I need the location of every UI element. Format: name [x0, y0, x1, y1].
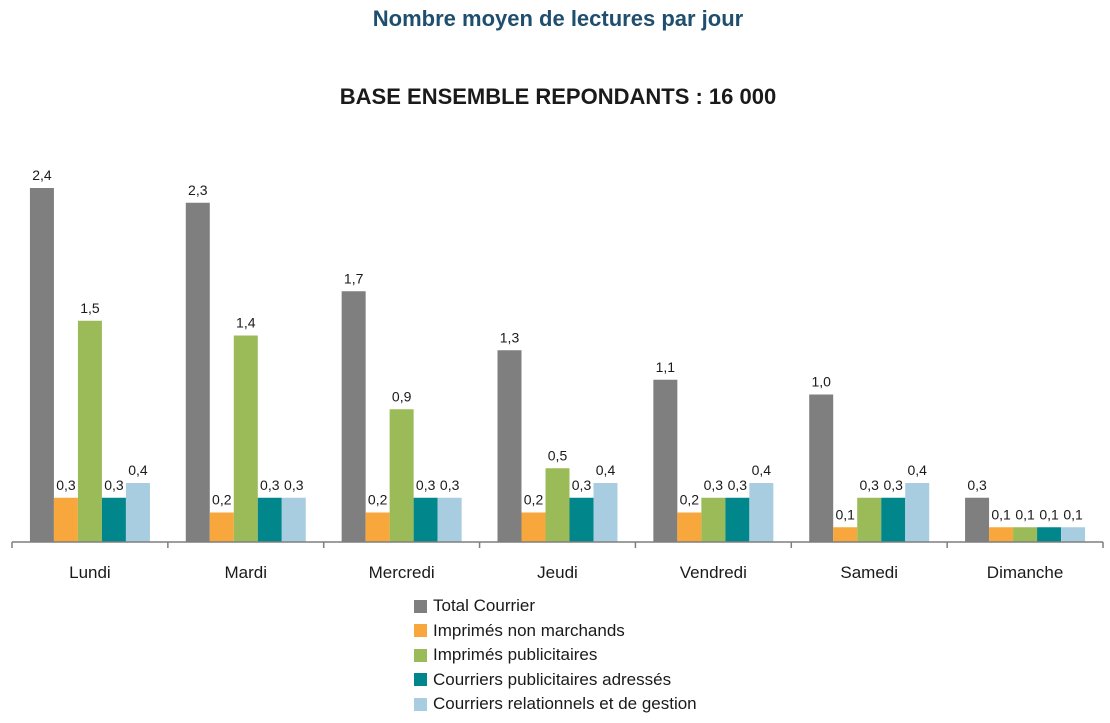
- legend-swatch-total-courrier: [414, 599, 427, 613]
- data-label-courriers-publicitaires-adresses-lundi: 0,3: [104, 477, 124, 493]
- data-label-total-courrier-samedi: 1,0: [811, 374, 831, 390]
- legend-item-imprimes-publicitaires: Imprimés publicitaires: [414, 643, 697, 668]
- bar-total-courrier-mardi: [185, 202, 210, 542]
- bar-total-courrier-samedi: [809, 394, 834, 542]
- bar-imprimes-publicitaires-jeudi: [545, 468, 570, 542]
- data-label-courriers-relationnels-et-de-gestion-samedi: 0,4: [907, 462, 927, 478]
- bar-imprimes-non-marchands-mercredi: [365, 512, 390, 542]
- chart-legend: Total Courrier Imprimés non marchands Im…: [414, 594, 697, 717]
- bar-chart: 2,40,31,50,30,42,30,21,40,3 0,31,70,20,90…: [11, 167, 1104, 582]
- legend-item-total-courrier: Total Courrier: [414, 594, 697, 619]
- bar-total-courrier-mercredi: [341, 291, 366, 542]
- legend-item-courriers-publicitaires-adresses: Courriers publicitaires adressés: [414, 668, 697, 693]
- legend-label-imprimes-non-marchands: Imprimés non marchands: [433, 620, 625, 640]
- bar-imprimes-non-marchands-jeudi: [521, 512, 546, 542]
- data-label-courriers-relationnels-et-de-gestion-vendredi: 0,4: [752, 462, 772, 478]
- data-label-imprimes-publicitaires-vendredi: 0,3: [704, 477, 724, 493]
- data-label-courriers-publicitaires-adresses-mercredi: 0,3: [416, 477, 436, 493]
- data-label-imprimes-publicitaires-mardi: 1,4: [236, 315, 256, 331]
- bar-imprimes-publicitaires-lundi: [77, 320, 102, 542]
- bar-courriers-publicitaires-adresses-mardi: [257, 497, 282, 542]
- bar-courriers-publicitaires-adresses-samedi: [881, 497, 906, 542]
- data-label-total-courrier-vendredi: 1,1: [656, 359, 676, 375]
- category-label-mardi: Mardi: [225, 563, 268, 582]
- bar-imprimes-non-marchands-vendredi: [677, 512, 702, 542]
- bar-imprimes-publicitaires-samedi: [857, 497, 882, 542]
- bar-imprimes-publicitaires-vendredi: [701, 497, 726, 542]
- bar-courriers-relationnels-et-de-gestion-mardi: [281, 497, 306, 542]
- data-label-total-courrier-lundi: 2,4: [32, 167, 52, 183]
- bar-courriers-publicitaires-adresses-dimanche: [1037, 527, 1062, 542]
- category-label-mercredi: Mercredi: [369, 563, 435, 582]
- bar-courriers-relationnels-et-de-gestion-lundi: [125, 483, 150, 542]
- bar-total-courrier-vendredi: [653, 379, 678, 542]
- bar-imprimes-publicitaires-mardi: [233, 335, 258, 542]
- data-label-courriers-publicitaires-adresses-jeudi: 0,3: [572, 477, 592, 493]
- bar-courriers-relationnels-et-de-gestion-jeudi: [593, 483, 618, 542]
- data-label-imprimes-non-marchands-jeudi: 0,2: [524, 492, 544, 508]
- bar-imprimes-non-marchands-lundi: [53, 497, 78, 542]
- bar-total-courrier-dimanche: [965, 497, 990, 542]
- bar-courriers-publicitaires-adresses-jeudi: [569, 497, 594, 542]
- data-label-courriers-publicitaires-adresses-vendredi: 0,3: [728, 477, 748, 493]
- data-label-total-courrier-jeudi: 1,3: [500, 329, 520, 345]
- category-label-lundi: Lundi: [69, 563, 111, 582]
- legend-item-courriers-relationnels: Courriers relationnels et de gestion: [414, 692, 697, 717]
- data-label-imprimes-publicitaires-mercredi: 0,9: [392, 388, 412, 404]
- data-label-courriers-relationnels-et-de-gestion-lundi: 0,4: [128, 462, 148, 478]
- category-label-vendredi: Vendredi: [680, 563, 747, 582]
- chart-title: Nombre moyen de lectures par jour: [372, 6, 744, 31]
- data-label-courriers-publicitaires-adresses-dimanche: 0,1: [1039, 506, 1059, 522]
- data-label-courriers-relationnels-et-de-gestion-dimanche: 0,1: [1063, 506, 1083, 522]
- data-label-courriers-relationnels-et-de-gestion-mardi: 0,3: [284, 477, 304, 493]
- bar-courriers-relationnels-et-de-gestion-mercredi: [437, 497, 462, 542]
- bar-imprimes-publicitaires-mercredi: [389, 409, 414, 542]
- data-label-imprimes-non-marchands-mardi: 0,2: [212, 492, 232, 508]
- bar-courriers-relationnels-et-de-gestion-samedi: [905, 483, 930, 542]
- data-label-imprimes-non-marchands-samedi: 0,1: [835, 506, 855, 522]
- category-label-jeudi: Jeudi: [537, 563, 578, 582]
- data-label-imprimes-non-marchands-vendredi: 0,2: [680, 492, 700, 508]
- data-label-total-courrier-mercredi: 1,7: [344, 270, 364, 286]
- data-label-courriers-relationnels-et-de-gestion-mercredi: 0,3: [440, 477, 460, 493]
- data-label-courriers-publicitaires-adresses-mardi: 0,3: [260, 477, 280, 493]
- bar-total-courrier-lundi: [29, 188, 54, 542]
- data-label-courriers-relationnels-et-de-gestion-jeudi: 0,4: [596, 462, 616, 478]
- legend-label-courriers-relationnels: Courriers relationnels et de gestion: [433, 694, 697, 714]
- category-label-samedi: Samedi: [840, 563, 898, 582]
- bar-imprimes-non-marchands-samedi: [833, 527, 858, 542]
- bar-courriers-publicitaires-adresses-vendredi: [725, 497, 750, 542]
- bar-imprimes-non-marchands-mardi: [209, 512, 234, 542]
- data-label-imprimes-publicitaires-jeudi: 0,5: [548, 447, 568, 463]
- data-label-imprimes-publicitaires-samedi: 0,3: [859, 477, 879, 493]
- legend-label-imprimes-publicitaires: Imprimés publicitaires: [433, 645, 598, 665]
- data-label-courriers-publicitaires-adresses-samedi: 0,3: [883, 477, 903, 493]
- data-label-imprimes-publicitaires-dimanche: 0,1: [1015, 506, 1035, 522]
- bar-courriers-relationnels-et-de-gestion-dimanche: [1061, 527, 1086, 542]
- legend-swatch-courriers-relationnels: [414, 697, 427, 711]
- legend-label-courriers-publicitaires-adresses: Courriers publicitaires adressés: [433, 669, 672, 689]
- bar-imprimes-non-marchands-dimanche: [989, 527, 1014, 542]
- bar-courriers-relationnels-et-de-gestion-vendredi: [749, 483, 774, 542]
- chart-subtitle: BASE ENSEMBLE REPONDANTS : 16 000: [339, 84, 777, 109]
- bar-imprimes-publicitaires-dimanche: [1013, 527, 1038, 542]
- bar-total-courrier-jeudi: [497, 350, 522, 542]
- data-label-imprimes-non-marchands-mercredi: 0,2: [368, 492, 388, 508]
- data-label-imprimes-non-marchands-dimanche: 0,1: [991, 506, 1011, 522]
- legend-swatch-imprimes-publicitaires: [414, 648, 427, 662]
- legend-swatch-courriers-publicitaires-adresses: [414, 673, 427, 687]
- data-label-total-courrier-mardi: 2,3: [188, 182, 208, 198]
- bar-courriers-publicitaires-adresses-mercredi: [413, 497, 438, 542]
- data-label-imprimes-publicitaires-lundi: 1,5: [80, 300, 100, 316]
- data-label-total-courrier-dimanche: 0,3: [967, 477, 987, 493]
- bar-courriers-publicitaires-adresses-lundi: [101, 497, 126, 542]
- legend-item-imprimes-non-marchands: Imprimés non marchands: [414, 619, 697, 644]
- legend-label-total-courrier: Total Courrier: [433, 596, 536, 616]
- data-label-imprimes-non-marchands-lundi: 0,3: [56, 477, 76, 493]
- category-label-dimanche: Dimanche: [987, 563, 1064, 582]
- legend-swatch-imprimes-non-marchands: [414, 624, 427, 638]
